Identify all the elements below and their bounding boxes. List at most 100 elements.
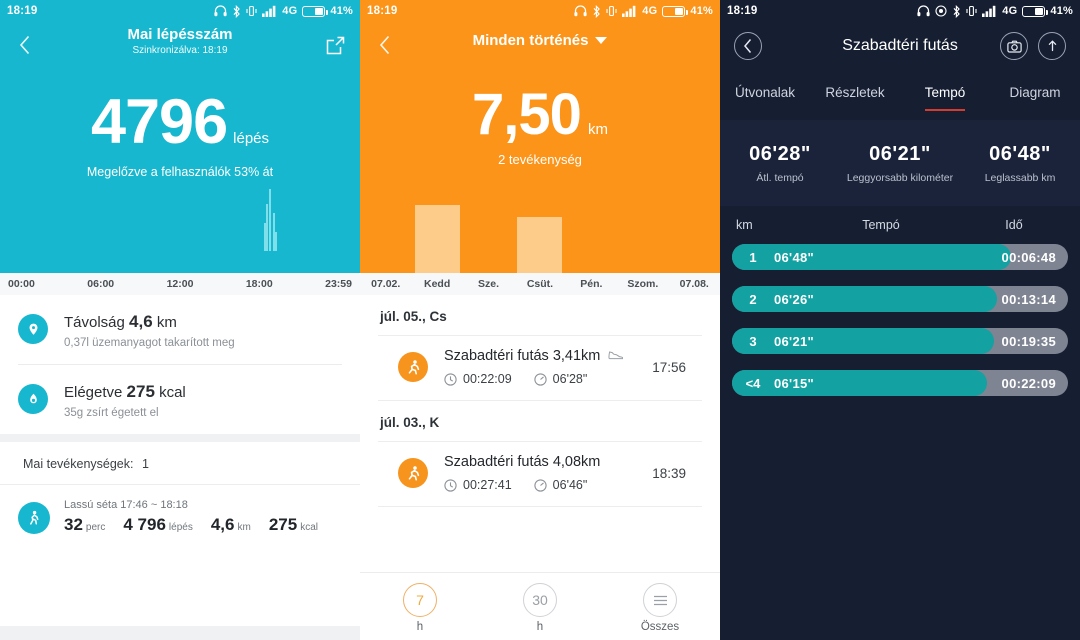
- session-duration: 00:27:41: [444, 478, 512, 492]
- chevron-down-icon: [595, 37, 608, 44]
- metric-unit: perc: [85, 522, 106, 533]
- lap-row[interactable]: 2 06'26" 00:13:14: [732, 286, 1068, 312]
- status-clock: 18:19: [7, 5, 38, 17]
- weekly-chart-axis: 07.02. Kedd Sze. Csüt. Pén. Szom. 07.08.: [360, 273, 720, 295]
- run-tab[interactable]: Diagram: [1009, 84, 1061, 100]
- metric-value: 275: [268, 515, 298, 534]
- back-button[interactable]: [734, 32, 762, 60]
- axis-tick: Sze.: [478, 278, 500, 290]
- status-clock: 18:19: [367, 5, 398, 17]
- lap-row[interactable]: 1 06'48" 00:06:48: [732, 244, 1068, 270]
- metric-value: 4,6: [210, 515, 235, 534]
- axis-tick: Kedd: [424, 278, 451, 290]
- lap-table-header: km Tempó Idő: [720, 206, 1080, 244]
- stat-calories[interactable]: Elégetve 275 kcal 35g zsírt égetett el: [18, 364, 342, 434]
- metric-unit: kcal: [300, 522, 318, 533]
- axis-tick: 23:59: [325, 278, 352, 290]
- pace-summary-cell: 06'28" Átl. tempó: [720, 143, 840, 184]
- section-divider: [0, 434, 360, 442]
- run-tab[interactable]: Részletek: [825, 84, 885, 100]
- metric-value: 32: [64, 515, 83, 534]
- stat-calories-label: Elégetve: [64, 384, 123, 401]
- chart-bar-cell: [463, 183, 514, 273]
- axis-tick: 18:00: [245, 278, 273, 290]
- pace-summary-cell: 06'48" Leglassabb km: [960, 143, 1080, 184]
- battery-percent: 41%: [1050, 5, 1073, 17]
- chart-bar: [414, 205, 460, 273]
- session-duration: 00:22:09: [444, 372, 512, 386]
- lap-time: 00:06:48: [1001, 249, 1056, 265]
- lap-km: 1: [749, 249, 757, 265]
- network-type-label: 4G: [642, 5, 658, 17]
- axis-tick: 06:00: [87, 278, 115, 290]
- session-pace: 06'46": [534, 478, 587, 492]
- session-title: Szabadtéri futás 3,41km: [444, 348, 644, 364]
- signal-icon: [622, 5, 637, 17]
- tab-label: h: [536, 621, 544, 633]
- vibrate-icon: [606, 5, 617, 17]
- back-button[interactable]: [12, 32, 38, 58]
- camera-icon[interactable]: [1000, 32, 1028, 60]
- stat-distance-unit: km: [156, 314, 177, 331]
- lap-pace: 06'15": [774, 375, 814, 391]
- stat-calories-value: 275: [126, 382, 155, 401]
- stat-calories-unit: kcal: [159, 384, 186, 401]
- lap-progress-fill: [732, 244, 1011, 270]
- run-tab[interactable]: Tempó: [900, 74, 990, 111]
- history-navbar: Minden történés: [360, 22, 720, 68]
- steps-nav-titles: Mai lépésszám Szinkronizálva: 18:19: [0, 25, 360, 58]
- step-spike: [266, 203, 269, 251]
- stat-distance-label: Távolság: [64, 314, 125, 331]
- session-pace: 06'28": [534, 372, 587, 386]
- running-icon: [398, 458, 428, 488]
- steps-percentile-note: Megelőzve a felhasználók 53% át: [86, 165, 274, 179]
- share-upload-icon[interactable]: [1038, 32, 1066, 60]
- walking-icon: [18, 502, 50, 534]
- session-stats: 00:22:09 06'28": [444, 372, 644, 386]
- col-header-pace: Tempó: [862, 218, 900, 232]
- range-tab[interactable]: 30 h: [480, 583, 600, 633]
- bluetooth-icon: [232, 4, 241, 18]
- history-filter-dropdown[interactable]: Minden történés: [473, 32, 608, 49]
- lap-pace: 06'48": [774, 249, 814, 265]
- back-button[interactable]: [372, 32, 398, 58]
- run-detail-tabs: Útvonalak Részletek Tempó Diagram: [720, 74, 1080, 111]
- chart-bar-cell: [514, 183, 565, 273]
- col-header-time: Idő: [1005, 218, 1023, 232]
- history-nav-titles[interactable]: Minden történés: [360, 32, 720, 50]
- activity-time-range: Lassú séta 17:46 ~ 18:18: [64, 499, 188, 511]
- lap-km: <4: [745, 375, 761, 391]
- distance-unit: km: [587, 121, 608, 138]
- lap-time: 00:22:09: [1001, 375, 1056, 391]
- panel-history: 18:19 4G 41%: [360, 0, 720, 640]
- stat-distance[interactable]: Távolság 4,6 km 0,37l üzemanyagot takarí…: [0, 295, 360, 364]
- session-row[interactable]: Szabadtéri futás 3,41km 00:22:09 06'28" 17:…: [378, 335, 702, 401]
- page-title: Minden történés: [472, 32, 589, 49]
- status-bar-3: 18:19 4G 41%: [720, 0, 1080, 22]
- tab-circle-label: 7: [403, 583, 437, 617]
- session-title-text: Szabadtéri futás 3,41km: [444, 348, 601, 364]
- today-activity-row[interactable]: Lassú séta 17:46 ~ 18:18 32 perc 4 796 lépé…: [0, 484, 360, 549]
- range-tab[interactable]: Összes: [600, 583, 720, 633]
- activity-metric: 4,6 km: [211, 515, 251, 535]
- axis-tick: 12:00: [166, 278, 194, 290]
- share-icon[interactable]: [322, 32, 348, 58]
- run-navbar: Szabadtéri futás: [720, 22, 1080, 70]
- session-row[interactable]: Szabadtéri futás 4,08km 00:27:41 06'46" 18:…: [378, 441, 702, 507]
- axis-tick: Pén.: [580, 278, 603, 290]
- lap-rows: 1 06'48" 00:06:48 2 06'26" 00:13:14 3 06'21" 00:…: [720, 244, 1080, 396]
- metric-value: 4 796: [123, 515, 166, 534]
- run-tab[interactable]: Útvonalak: [734, 84, 796, 100]
- step-spike: [263, 223, 266, 251]
- activity-count-note: 2 tevékenység: [498, 152, 582, 167]
- activity-metric: 275 kcal: [269, 515, 318, 535]
- lap-row[interactable]: <4 06'15" 00:22:09: [732, 370, 1068, 396]
- lap-progress-fill: [732, 328, 995, 354]
- lap-row[interactable]: 3 06'21" 00:19:35: [732, 328, 1068, 354]
- steps-count: 4796: [90, 87, 228, 157]
- session-time: 17:56: [652, 359, 686, 375]
- chart-bar-cell: [360, 183, 411, 273]
- lap-km: 2: [749, 291, 757, 307]
- weekly-distance-chart: [360, 183, 720, 273]
